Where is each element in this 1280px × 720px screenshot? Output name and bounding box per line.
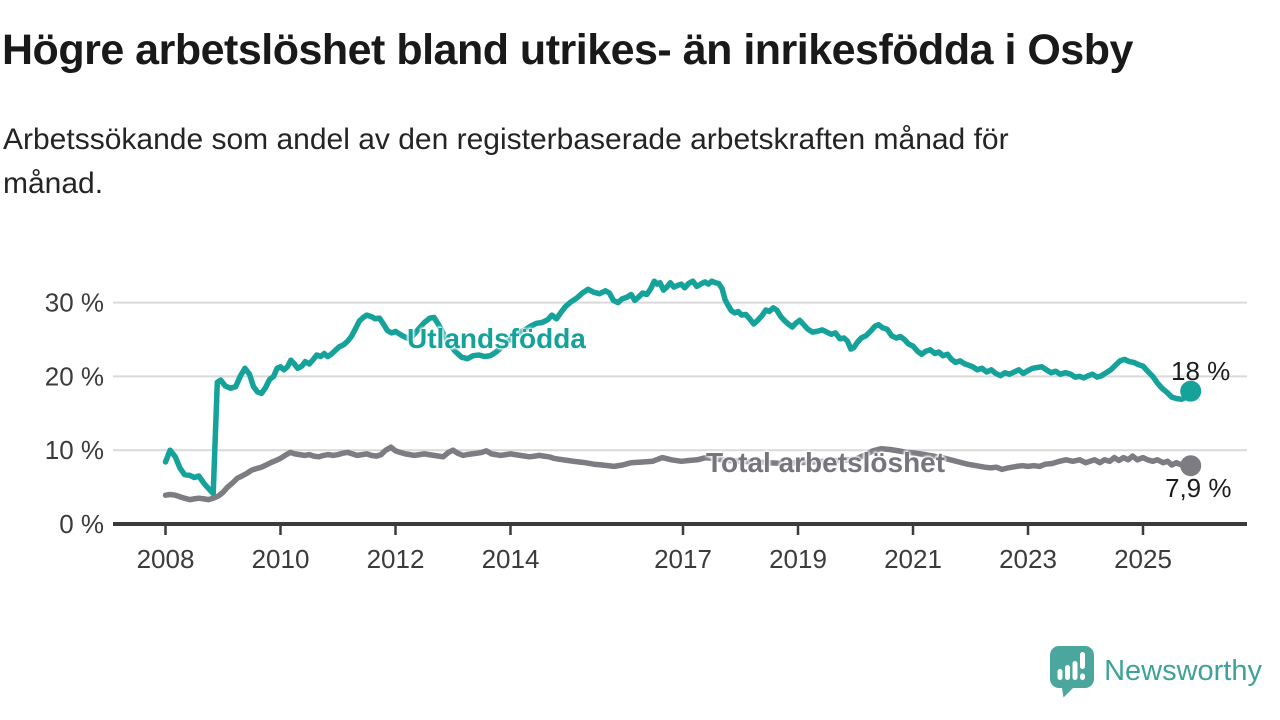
svg-text:2010: 2010 <box>252 544 310 574</box>
svg-text:2008: 2008 <box>137 544 195 574</box>
end-value-label-utlandsfodda: 18 % <box>1171 356 1231 386</box>
svg-text:30 %: 30 % <box>45 288 104 318</box>
series-label-total-arbetsloshet: Total arbetslöshet <box>706 447 946 478</box>
newsworthy-brand: Newsworthy <box>1049 645 1262 698</box>
svg-text:2019: 2019 <box>769 544 827 574</box>
svg-text:2021: 2021 <box>884 544 942 574</box>
svg-text:2014: 2014 <box>482 544 540 574</box>
svg-text:2012: 2012 <box>367 544 425 574</box>
svg-text:0 %: 0 % <box>59 509 104 539</box>
brand-name: Newsworthy <box>1104 655 1262 687</box>
svg-text:20 %: 20 % <box>45 361 104 391</box>
svg-text:2017: 2017 <box>654 544 712 574</box>
svg-text:10 %: 10 % <box>45 435 104 465</box>
svg-text:2023: 2023 <box>999 544 1057 574</box>
page-title: Högre arbetslöshet bland utrikes- än inr… <box>2 26 1133 74</box>
series-label-utlandsfodda: Utlandsfödda <box>407 323 586 354</box>
end-value-label-total-arbetsloshet: 7,9 % <box>1165 473 1232 503</box>
newsworthy-logo-icon <box>1050 646 1095 698</box>
svg-text:2025: 2025 <box>1114 544 1172 574</box>
subtitle: Arbetssökande som andel av den registerb… <box>3 123 1009 200</box>
